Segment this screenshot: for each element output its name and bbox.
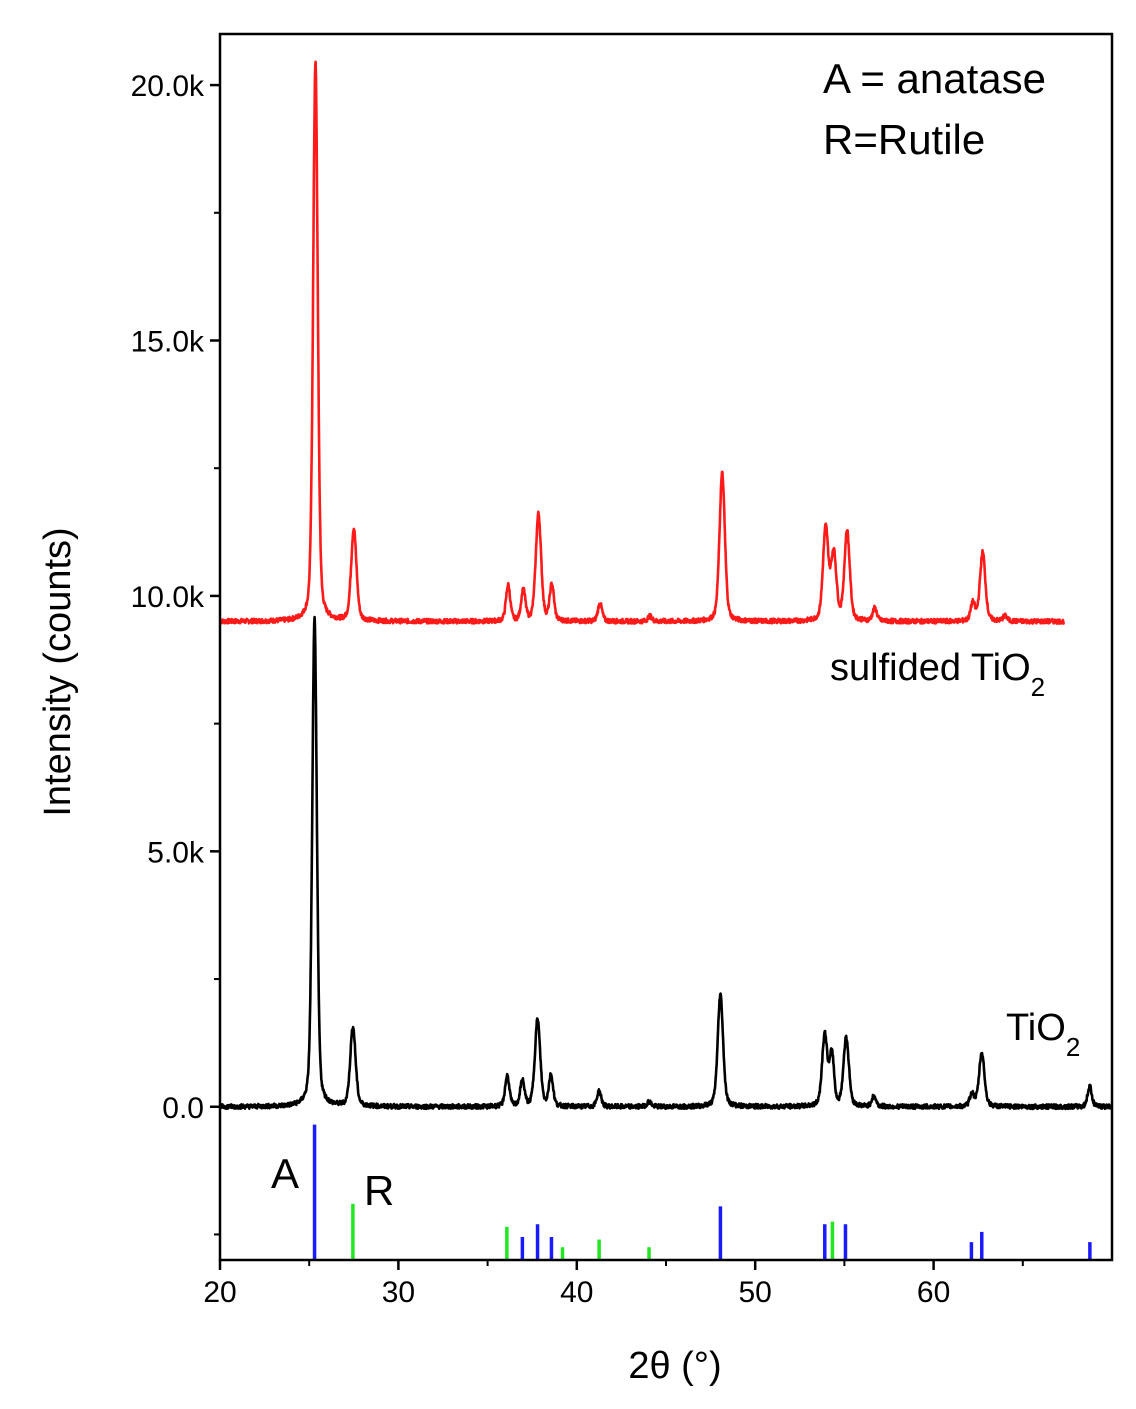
series-label-sulfided-tio2-subscript: 2 xyxy=(1031,672,1045,702)
series-labels: sulfided TiO2 TiO2 xyxy=(830,647,1080,1062)
y-tick-label-20.0k: 20.0k xyxy=(131,70,205,103)
tick-layer: 20 30 40 50 60 0.0 5.0k 10.0k 15.0k 20.0k xyxy=(131,70,1024,1309)
series-line-0 xyxy=(219,60,1066,625)
legend-rutile: R=Rutile xyxy=(823,116,985,163)
series-label-tio2: TiO2 xyxy=(1006,1007,1080,1062)
y-tick-label-5.0k: 5.0k xyxy=(147,836,205,869)
series-label-tio2-subscript: 2 xyxy=(1066,1032,1080,1062)
y-tick-label-10.0k: 10.0k xyxy=(131,581,205,614)
series-line-1 xyxy=(218,615,1114,1111)
reference-label-anatase: A xyxy=(271,1150,299,1197)
x-tick-label-40: 40 xyxy=(560,1276,593,1309)
series-label-sulfided-tio2-main: sulfided TiO xyxy=(830,647,1031,689)
x-tick-label-50: 50 xyxy=(739,1276,772,1309)
x-tick-label-60: 60 xyxy=(917,1276,950,1309)
x-tick-label-20: 20 xyxy=(203,1276,236,1309)
y-tick-label-15.0k: 15.0k xyxy=(131,326,205,359)
x-axis-title: 2θ (°) xyxy=(628,1345,721,1387)
series-label-tio2-main: TiO xyxy=(1006,1007,1066,1049)
y-tick-label-0.0: 0.0 xyxy=(162,1092,204,1125)
legend: A = anatase R=Rutile xyxy=(823,55,1046,163)
reference-layer xyxy=(312,1124,1092,1260)
x-tick-label-30: 30 xyxy=(382,1276,415,1309)
plot-area: 20 30 40 50 60 0.0 5.0k 10.0k 15.0k 20.0k xyxy=(131,32,1114,1309)
legend-anatase: A = anatase xyxy=(823,55,1046,102)
series-label-sulfided-tio2: sulfided TiO2 xyxy=(830,647,1045,702)
reference-label-rutile: R xyxy=(364,1167,394,1214)
y-axis-title: Intensity (counts) xyxy=(37,527,79,816)
series-layer xyxy=(218,60,1114,1111)
